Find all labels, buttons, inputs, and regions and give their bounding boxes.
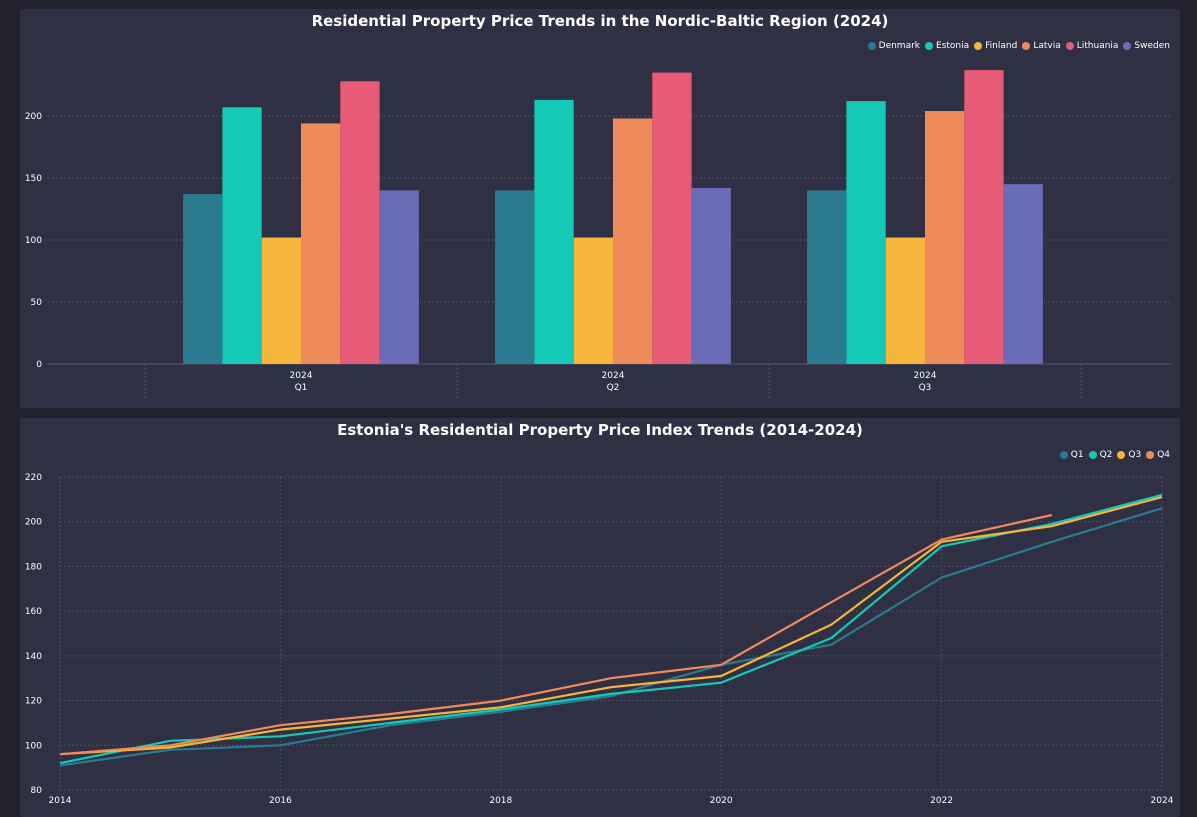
y-tick-label: 160	[25, 607, 42, 617]
bar-sweden-2024-q2	[691, 187, 731, 364]
bar-lithuania-2024-q2	[652, 72, 692, 364]
line-chart-legend: Q1 Q2 Q3 Q4	[1059, 450, 1170, 460]
bar-denmark-2024-q2	[495, 190, 535, 364]
legend-item-q1[interactable]: Q1	[1059, 450, 1084, 460]
x-tick-label: 2014	[49, 796, 72, 806]
legend-swatch-icon	[925, 42, 934, 50]
legend-label: Sweden	[1134, 41, 1170, 51]
bar-estonia-2024-q2	[534, 99, 574, 364]
legend-swatch-icon	[1059, 451, 1068, 459]
legend-item-finland[interactable]: Finland	[974, 41, 1017, 51]
bar-finland-2024-q3	[885, 237, 925, 364]
x-tick-label: 2018	[489, 796, 512, 806]
y-tick-label: 150	[25, 174, 42, 184]
legend-item-denmark[interactable]: Denmark	[867, 41, 921, 51]
line-series-q1	[59, 507, 1163, 767]
y-tick-label: 80	[31, 786, 43, 796]
line-series-q2	[59, 493, 1163, 765]
x-tick-label: Q3	[919, 383, 932, 393]
y-tick-label: 100	[25, 236, 42, 246]
legend-swatch-icon	[1088, 451, 1097, 459]
y-tick-label: 200	[25, 518, 42, 528]
legend-swatch-icon	[1146, 451, 1155, 459]
y-tick-label: 220	[25, 473, 42, 483]
bar-estonia-2024-q3	[846, 101, 886, 365]
y-tick-label: 140	[25, 652, 42, 662]
y-tick-label: 120	[25, 697, 42, 707]
x-tick-label: 2024	[602, 371, 625, 381]
line-chart-title: Estonia's Residential Property Price Ind…	[337, 421, 863, 439]
legend-label: Q4	[1157, 450, 1170, 460]
y-tick-label: 100	[25, 741, 42, 751]
y-tick-label: 0	[36, 360, 42, 370]
bar-sweden-2024-q3	[1003, 184, 1043, 364]
bar-chart-title: Residential Property Price Trends in the…	[311, 12, 889, 30]
y-tick-label: 180	[25, 562, 42, 572]
bar-sweden-2024-q1	[379, 190, 419, 364]
legend-swatch-icon	[1022, 42, 1031, 50]
legend-label: Q1	[1070, 450, 1084, 460]
legend-item-latvia[interactable]: Latvia	[1022, 41, 1061, 51]
legend-label: Estonia	[936, 41, 970, 51]
x-tick-label: 2024	[290, 371, 313, 381]
bar-denmark-2024-q1	[183, 194, 223, 364]
legend-swatch-icon	[867, 42, 876, 50]
legend-label: Q2	[1099, 450, 1113, 460]
bar-denmark-2024-q3	[807, 190, 847, 364]
bar-lithuania-2024-q1	[340, 81, 380, 364]
bar-chart-legend: Denmark Estonia Finland Latvia Lithuania Swed…	[867, 41, 1170, 51]
legend-item-q3[interactable]: Q3	[1117, 450, 1141, 460]
x-tick-label: Q1	[295, 383, 308, 393]
legend-label: Lithuania	[1076, 41, 1119, 51]
legend-label: Q3	[1128, 450, 1142, 460]
legend-item-lithuania[interactable]: Lithuania	[1065, 41, 1119, 51]
line-series-q3	[59, 496, 1163, 756]
bar-finland-2024-q2	[573, 237, 613, 364]
legend-swatch-icon	[1117, 451, 1126, 459]
bar-estonia-2024-q1	[222, 107, 262, 364]
bar-latvia-2024-q3	[925, 111, 965, 364]
legend-label: Latvia	[1033, 41, 1061, 51]
bar-chart-panel: Residential Property Price Trends in the…	[20, 9, 1180, 408]
line-series-q4	[59, 513, 1053, 756]
x-tick-label: 2016	[269, 796, 292, 806]
x-tick-label: 2020	[710, 796, 733, 806]
x-tick-label: Q2	[607, 383, 620, 393]
legend-item-q2[interactable]: Q2	[1088, 450, 1113, 460]
bar-latvia-2024-q2	[613, 118, 653, 364]
bar-latvia-2024-q1	[301, 123, 341, 364]
x-tick-label: 2022	[930, 796, 953, 806]
line-chart-plot: 80 100 120 140 160 180 200 220 2014 2016 2018 2020 2…	[25, 473, 1174, 806]
x-tick-label: 2024	[1151, 796, 1174, 806]
legend-swatch-icon	[974, 42, 983, 50]
y-tick-label: 200	[25, 112, 42, 122]
legend-swatch-icon	[1123, 42, 1132, 50]
x-tick-label: 2024	[914, 371, 937, 381]
legend-item-sweden[interactable]: Sweden	[1123, 41, 1170, 51]
legend-label: Finland	[985, 41, 1018, 51]
legend-item-q4[interactable]: Q4	[1146, 450, 1170, 460]
y-tick-label: 50	[31, 298, 43, 308]
bar-finland-2024-q1	[261, 237, 301, 364]
bar-lithuania-2024-q3	[964, 70, 1004, 364]
line-chart-panel: Estonia's Residential Property Price Ind…	[20, 418, 1180, 817]
legend-swatch-icon	[1065, 42, 1074, 50]
bar-chart-plot: 0 50 100 150 200 2024 Q1 2024 Q2 2024 Q3	[25, 70, 1172, 398]
legend-label: Denmark	[878, 41, 921, 51]
legend-item-estonia[interactable]: Estonia	[925, 41, 969, 51]
